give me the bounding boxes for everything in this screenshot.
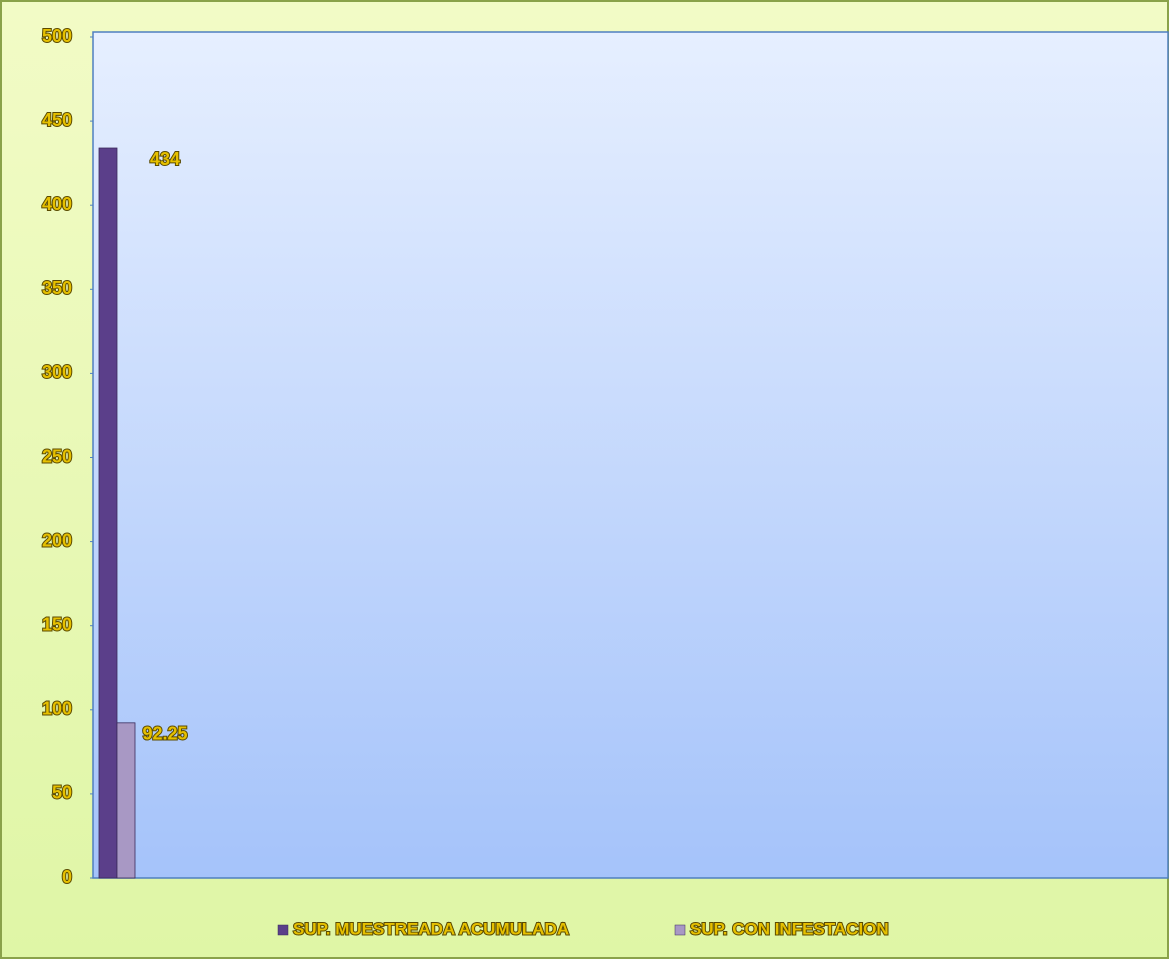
legend-label: SUP. CON INFESTACION (690, 919, 889, 938)
data-label: 434 (150, 149, 180, 169)
y-tick-label: 400 (42, 194, 72, 214)
bar (116, 722, 136, 879)
y-tick-label: 50 (52, 783, 72, 803)
y-tick-label: 300 (42, 362, 72, 382)
y-tick-label: 0 (62, 867, 72, 887)
legend-swatch (674, 924, 686, 936)
legend-label: SUP. MUESTREADA ACUMULADA (293, 919, 569, 938)
data-label: 92.25 (142, 724, 187, 744)
y-tick-label: 350 (42, 278, 72, 298)
y-tick-label: 100 (42, 699, 72, 719)
y-tick-label: 250 (42, 446, 72, 466)
plot-area (92, 31, 1169, 879)
y-tick-label: 150 (42, 614, 72, 634)
bar (98, 147, 118, 879)
legend-swatch (277, 924, 289, 936)
y-tick-label: 200 (42, 530, 72, 550)
y-tick-label: 500 (42, 26, 72, 46)
y-tick-label: 450 (42, 110, 72, 130)
